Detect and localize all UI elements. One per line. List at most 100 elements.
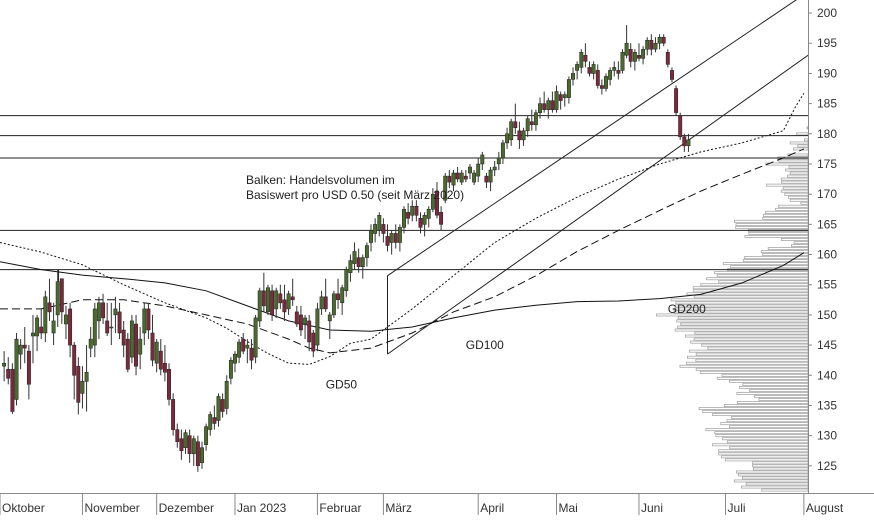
candle-body: [105, 320, 110, 334]
candle-body: [22, 344, 27, 349]
volume-bar: [780, 177, 809, 181]
candle-body: [641, 49, 646, 59]
volume-bar: [693, 337, 809, 341]
candle-body: [129, 320, 134, 358]
candle-body: [595, 70, 600, 86]
volume-bar: [694, 331, 809, 335]
x-tick-label: Oktober: [2, 501, 45, 515]
candle-body: [92, 308, 97, 346]
candle-body: [488, 169, 493, 183]
x-tick-label: Juli: [728, 501, 746, 515]
y-tick-label: 185: [817, 97, 837, 111]
candle-body: [670, 70, 674, 80]
candle-body: [237, 341, 242, 358]
volume-bar: [742, 259, 809, 263]
candle-body: [521, 130, 526, 141]
candle-body: [620, 52, 625, 71]
volume-bar: [715, 434, 809, 438]
x-tick-label: Februar: [319, 501, 361, 515]
y-tick-label: 190: [817, 66, 837, 80]
candle-body: [360, 257, 365, 267]
candle-body: [348, 260, 353, 273]
candle-body: [410, 205, 415, 216]
candle-body: [645, 39, 650, 50]
candle-body: [381, 224, 386, 234]
candle-body: [682, 136, 687, 147]
candle-body: [661, 36, 666, 44]
candle-body: [101, 302, 106, 319]
candle-body: [331, 293, 336, 316]
volume-bar: [685, 334, 809, 338]
candle-body: [480, 154, 485, 165]
ma-label-gd200: GD200: [668, 302, 706, 316]
volume-bar: [688, 349, 809, 353]
candle-body: [393, 233, 398, 243]
volume-bar: [716, 376, 809, 380]
candle-body: [336, 293, 340, 301]
candle-body: [538, 103, 542, 113]
volume-bar: [680, 322, 809, 326]
candle-body: [175, 429, 180, 442]
volume-bar: [686, 361, 809, 365]
candle-body: [604, 76, 608, 89]
volume-bar: [702, 410, 809, 413]
candle-body: [241, 338, 246, 352]
volume-bar: [729, 425, 809, 429]
volume-bar: [789, 141, 809, 145]
candle-body: [96, 302, 101, 322]
x-tick-label: August: [806, 501, 844, 515]
volume-bar: [706, 277, 809, 281]
volume-bar: [734, 219, 809, 223]
ma-label-gd100: GD100: [466, 338, 504, 352]
x-tick-label: Jan 2023: [237, 501, 287, 515]
volume-bar: [670, 298, 809, 302]
volume-bar: [780, 237, 809, 241]
candle-body: [414, 205, 419, 216]
volume-bar: [729, 446, 809, 450]
candle-body: [430, 193, 435, 210]
candle-body: [562, 94, 567, 98]
candle-body: [171, 399, 176, 430]
candle-body: [550, 100, 555, 110]
candle-body: [513, 121, 518, 128]
volume-bar: [736, 391, 809, 395]
y-tick-label: 180: [817, 127, 837, 141]
candle-body: [344, 269, 349, 291]
candle-body: [208, 414, 213, 430]
volume-bar: [748, 231, 809, 235]
candle-body: [55, 281, 60, 316]
candle-body: [616, 70, 621, 74]
candle-body: [146, 308, 151, 331]
volume-bar: [744, 256, 809, 260]
volume-bar: [700, 283, 809, 287]
candle-body: [88, 338, 93, 349]
candle-body: [509, 121, 514, 141]
ma-line-gd200: [0, 252, 805, 332]
volume-bar: [723, 404, 809, 407]
candle-body: [187, 435, 192, 454]
candle-body: [352, 251, 357, 264]
y-tick-label: 195: [817, 36, 837, 50]
volume-bar: [736, 400, 809, 404]
volume-bar: [752, 464, 809, 468]
volume-bar: [742, 476, 809, 480]
volume-bar: [754, 394, 809, 398]
candle-body: [150, 332, 155, 361]
candle-body: [125, 338, 130, 370]
volume-bar: [758, 397, 809, 401]
candle-body: [591, 64, 596, 74]
candle-body: [492, 166, 497, 171]
volume-bar: [780, 189, 809, 193]
candle-body: [459, 172, 464, 183]
candle-body: [533, 112, 538, 126]
candle-body: [14, 338, 19, 400]
candle-body: [373, 224, 378, 234]
candle-body: [307, 320, 312, 343]
volume-bar: [695, 358, 809, 362]
trend-channel: [387, 0, 867, 355]
candle-body: [546, 100, 551, 110]
volume-bar: [712, 413, 809, 416]
candle-body: [529, 121, 534, 125]
candle-body: [455, 172, 460, 180]
